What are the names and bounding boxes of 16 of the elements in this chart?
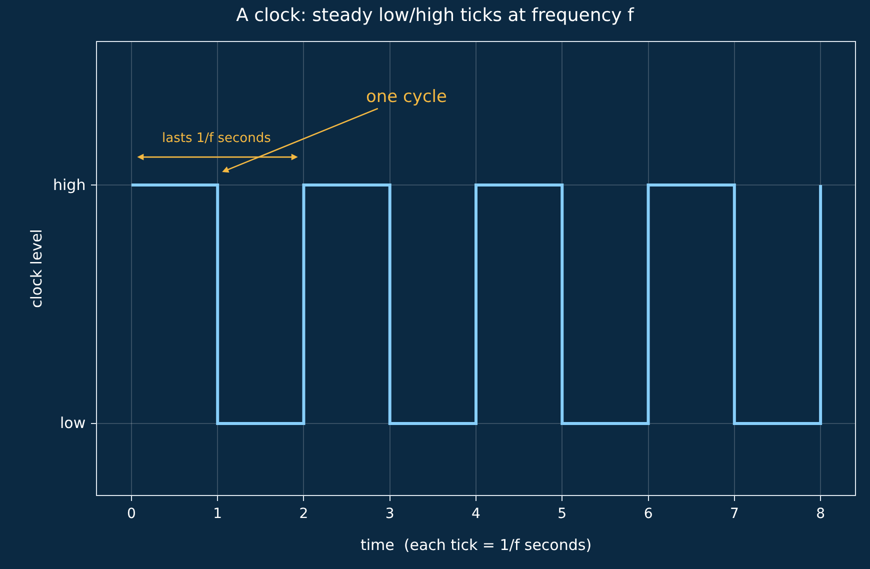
- text: low: [60, 414, 86, 432]
- x-tick-label: 0: [126, 506, 136, 522]
- x-tick-label: 7: [730, 506, 739, 522]
- x-tick-label: 5: [558, 506, 567, 522]
- chart-title: A clock: steady low/high ticks at frequency f: [236, 5, 635, 26]
- text: lasts 1/f seconds: [162, 131, 272, 146]
- text: one cycle: [366, 87, 447, 107]
- x-tick-label: 1: [213, 506, 222, 522]
- x-tick-label: 2: [299, 506, 308, 522]
- x-tick-label: 8: [816, 506, 826, 522]
- x-tick-label: 3: [385, 506, 394, 522]
- x-tick-label: 6: [644, 506, 653, 522]
- y-axis-title: clock level: [27, 229, 46, 308]
- x-axis-title: time (each tick = 1/f seconds): [360, 536, 592, 554]
- x-tick-label: 4: [472, 506, 481, 522]
- text: high: [53, 176, 86, 194]
